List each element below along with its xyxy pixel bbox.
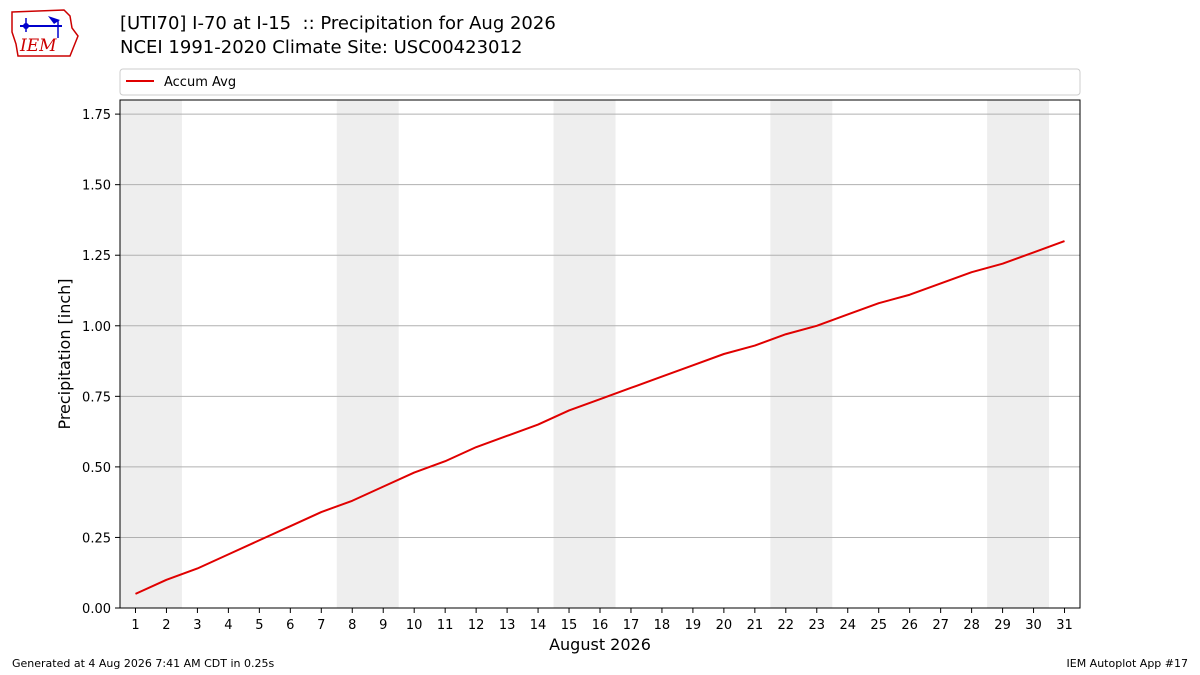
y-tick-label: 1.25 xyxy=(82,249,111,264)
series-line-accum-avg xyxy=(135,240,1065,595)
x-tick-label: 24 xyxy=(839,618,856,633)
x-tick-label: 18 xyxy=(654,618,671,633)
x-tick-label: 15 xyxy=(561,618,578,633)
y-axis-label: Precipitation [inch] xyxy=(55,278,74,429)
x-tick-label: 3 xyxy=(193,618,201,633)
weekend-band-3 xyxy=(553,100,616,608)
weekend-bands xyxy=(120,100,1050,608)
x-tick-label: 27 xyxy=(932,618,949,633)
x-tick-label: 5 xyxy=(255,618,263,633)
x-tick-label: 17 xyxy=(623,618,640,633)
x-tick-label: 30 xyxy=(1025,618,1042,633)
x-axis-label: August 2026 xyxy=(549,635,651,654)
y-tick-label: 1.75 xyxy=(82,108,111,123)
x-tick-label: 22 xyxy=(778,618,795,633)
x-tick-label: 11 xyxy=(437,618,454,633)
y-axis-ticks: 0.00 0.25 0.50 0.75 1.00 1.25 1.50 1.75 xyxy=(82,108,120,617)
weekend-band-1 xyxy=(120,100,182,608)
x-tick-label: 25 xyxy=(870,618,887,633)
x-tick-label: 23 xyxy=(809,618,826,633)
x-axis-ticks: 1 2 3 4 5 6 7 8 9 10 11 12 13 14 15 16 17 18 19 20 21 22 23 24 2… xyxy=(131,608,1073,633)
x-tick-label: 20 xyxy=(716,618,733,633)
y-tick-label: 0.50 xyxy=(82,461,111,476)
x-tick-label: 13 xyxy=(499,618,516,633)
iem-logo: IEM xyxy=(11,9,79,57)
weekend-band-2 xyxy=(336,100,399,608)
x-tick-label: 1 xyxy=(131,618,139,633)
x-tick-label: 16 xyxy=(592,618,609,633)
chart-title: [UTI70] I-70 at I-15 :: Precipitation fo… xyxy=(120,13,556,34)
series-lines xyxy=(135,240,1065,595)
x-tick-label: 28 xyxy=(963,618,980,633)
chart-subtitle: NCEI 1991-2020 Climate Site: USC00423012 xyxy=(120,37,523,58)
weekend-band-4 xyxy=(770,100,833,608)
x-tick-label: 9 xyxy=(379,618,387,633)
legend-label: Accum Avg xyxy=(164,75,236,90)
x-tick-label: 31 xyxy=(1056,618,1073,633)
x-tick-label: 8 xyxy=(348,618,356,633)
generated-timestamp: Generated at 4 Aug 2026 7:41 AM CDT in 0… xyxy=(12,657,275,670)
x-tick-label: 14 xyxy=(530,618,547,633)
x-tick-label: 2 xyxy=(162,618,170,633)
x-tick-label: 29 xyxy=(994,618,1011,633)
app-label: IEM Autoplot App #17 xyxy=(1066,657,1189,670)
x-tick-label: 26 xyxy=(901,618,918,633)
chart-title-block: [UTI70] I-70 at I-15 :: Precipitation fo… xyxy=(120,12,556,60)
legend: Accum Avg xyxy=(119,68,1081,96)
x-tick-label: 12 xyxy=(468,618,485,633)
y-tick-label: 0.00 xyxy=(82,602,111,617)
weekend-band-5 xyxy=(987,100,1050,608)
legend-box xyxy=(119,68,1081,96)
x-tick-label: 4 xyxy=(224,618,232,633)
y-tick-label: 1.00 xyxy=(82,320,111,335)
x-tick-label: 19 xyxy=(685,618,702,633)
x-tick-label: 7 xyxy=(317,618,325,633)
logo-text: IEM xyxy=(19,36,57,56)
y-tick-label: 0.75 xyxy=(82,390,111,405)
y-tick-label: 0.25 xyxy=(82,531,111,546)
x-tick-label: 6 xyxy=(286,618,294,633)
x-tick-label: 10 xyxy=(406,618,423,633)
y-tick-label: 1.50 xyxy=(82,179,111,194)
x-tick-label: 21 xyxy=(747,618,764,633)
